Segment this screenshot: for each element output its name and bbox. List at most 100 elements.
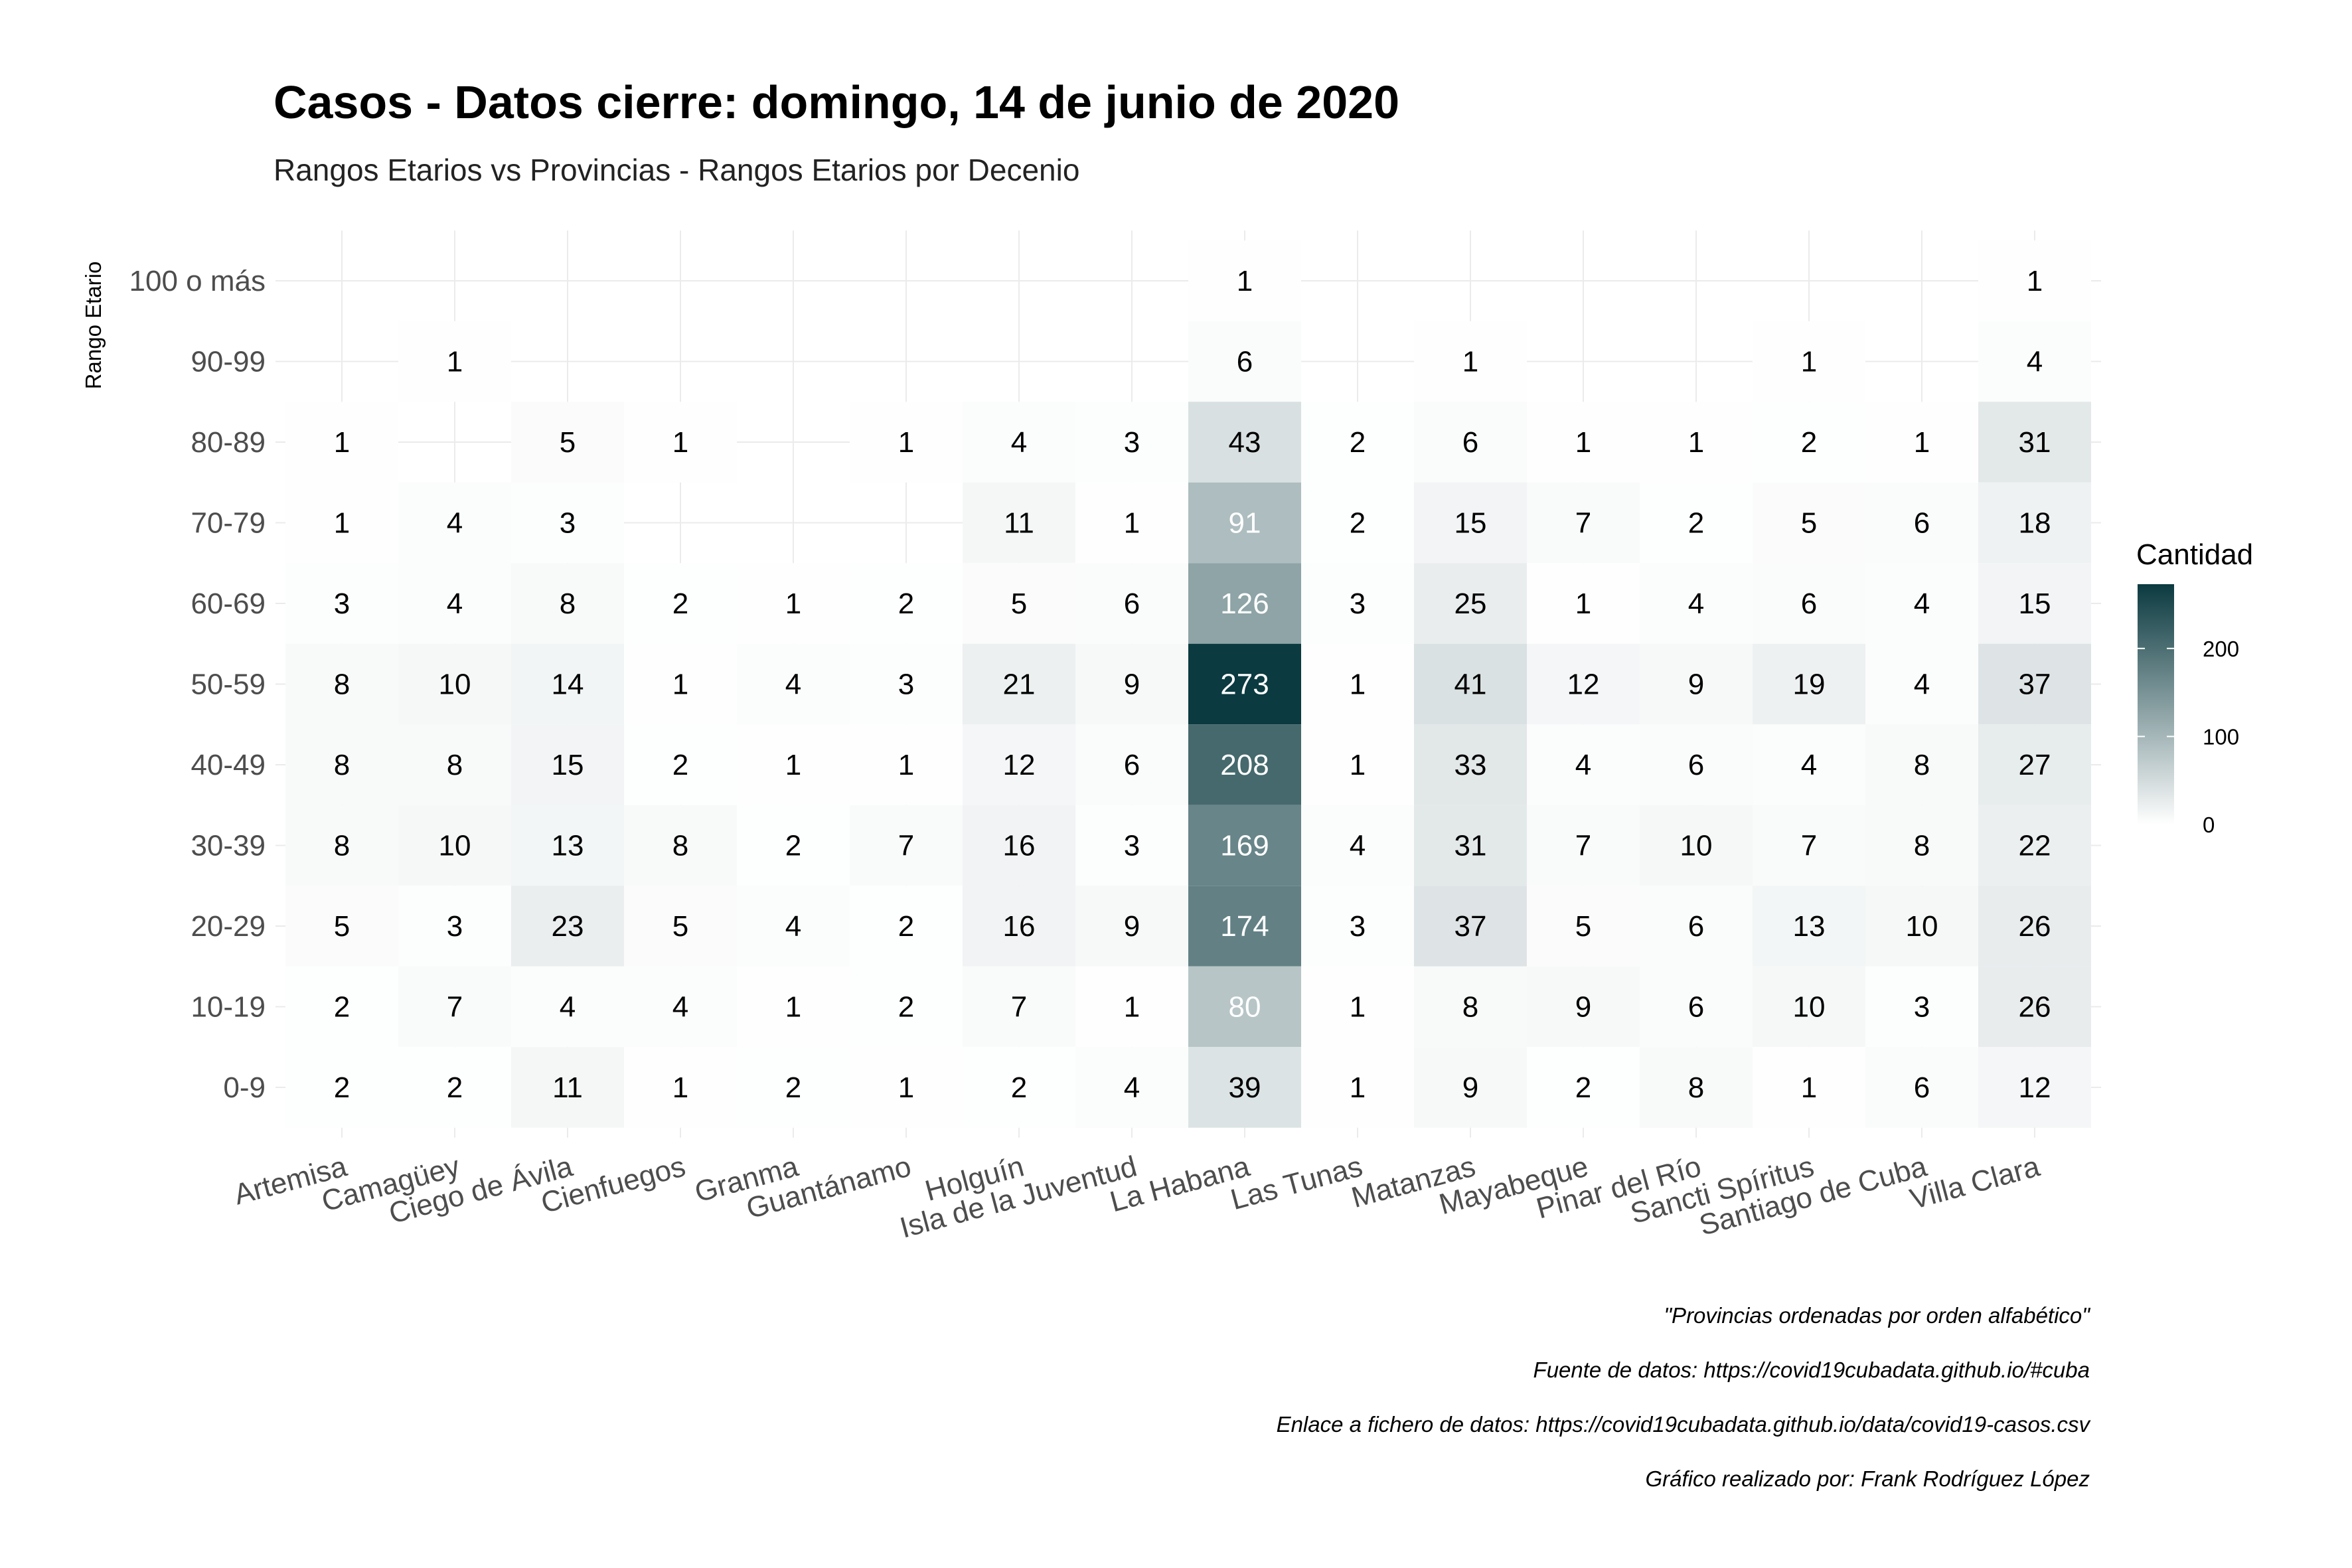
cell-value-label: 273 bbox=[1220, 668, 1269, 701]
heatmap-cell bbox=[1978, 240, 2091, 321]
cell-value-label: 7 bbox=[1575, 830, 1591, 862]
heatmap-cell bbox=[1865, 724, 1978, 805]
heatmap-cell bbox=[963, 724, 1075, 805]
heatmap-cell bbox=[1527, 966, 1640, 1048]
heatmap-cell bbox=[1753, 886, 1865, 967]
cell-value-label: 4 bbox=[2027, 346, 2043, 378]
x-tick-label: Las Tunas bbox=[1227, 1150, 1366, 1216]
heatmap-cell bbox=[1075, 1047, 1188, 1128]
cell-value-label: 1 bbox=[1688, 426, 1704, 459]
heatmap-cell bbox=[511, 886, 624, 967]
cell-value-label: 2 bbox=[334, 991, 350, 1024]
heatmap-cell bbox=[285, 402, 398, 483]
cell-value-label: 8 bbox=[447, 749, 463, 781]
heatmap-cell bbox=[624, 643, 737, 725]
heatmap-cell bbox=[963, 643, 1075, 725]
heatmap-cell bbox=[624, 886, 737, 967]
heatmap-cell bbox=[1301, 402, 1414, 483]
cell-value-label: 31 bbox=[2019, 426, 2051, 459]
heatmap-cell bbox=[737, 805, 850, 886]
cell-value-label: 27 bbox=[2019, 749, 2051, 781]
cell-value-label: 2 bbox=[1350, 426, 1366, 459]
heatmap-cell bbox=[511, 966, 624, 1048]
cell-value-label: 4 bbox=[560, 991, 576, 1024]
cell-value-label: 37 bbox=[2019, 668, 2051, 701]
cell-value-label: 5 bbox=[334, 910, 350, 943]
heatmap-cell bbox=[285, 1047, 398, 1128]
heatmap-cell bbox=[1075, 805, 1188, 886]
x-tick-label: Villa Clara bbox=[1907, 1150, 2043, 1215]
heatmap-cell bbox=[1640, 563, 1753, 644]
cell-value-label: 6 bbox=[1801, 588, 1817, 620]
heatmap-cell bbox=[285, 805, 398, 886]
cell-value-label: 15 bbox=[1454, 507, 1487, 540]
heatmap-cell bbox=[398, 1047, 511, 1128]
heatmap-cell bbox=[1978, 321, 2091, 402]
caption-source: Fuente de datos: https://covid19cubadata… bbox=[1533, 1358, 2090, 1382]
heatmap-cell bbox=[1414, 321, 1527, 402]
heatmap-cell bbox=[285, 724, 398, 805]
cell-value-label: 9 bbox=[1688, 668, 1704, 701]
heatmap-cell bbox=[1188, 966, 1301, 1048]
heatmap-cell bbox=[850, 805, 963, 886]
heatmap-cell bbox=[1865, 482, 1978, 564]
heatmap-cell bbox=[285, 643, 398, 725]
heatmap-cell bbox=[1865, 563, 1978, 644]
heatmap-cell bbox=[963, 886, 1075, 967]
cell-value-label: 4 bbox=[1914, 588, 1930, 620]
heatmap-cell bbox=[1075, 966, 1188, 1048]
heatmap-cell bbox=[1865, 1047, 1978, 1128]
cell-value-label: 5 bbox=[672, 910, 688, 943]
cell-value-label: 8 bbox=[1462, 991, 1478, 1024]
cell-value-label: 4 bbox=[1350, 830, 1366, 862]
heatmap-cell bbox=[1188, 724, 1301, 805]
heatmap-cell bbox=[1978, 402, 2091, 483]
heatmap-cell bbox=[1978, 724, 2091, 805]
heatmap-cell bbox=[1301, 563, 1414, 644]
heatmap-cell bbox=[963, 805, 1075, 886]
cell-value-label: 8 bbox=[334, 668, 350, 701]
y-tick-label: 50-59 bbox=[191, 668, 266, 701]
heatmap-cell bbox=[963, 966, 1075, 1048]
heatmap-cell bbox=[511, 563, 624, 644]
heatmap-cell bbox=[1978, 805, 2091, 886]
heatmap-cell bbox=[850, 724, 963, 805]
cell-value-label: 2 bbox=[1575, 1071, 1591, 1104]
cell-value-label: 43 bbox=[1229, 426, 1261, 459]
caption-note: "Provincias ordenadas por orden alfabéti… bbox=[1664, 1303, 2090, 1328]
heatmap-cell bbox=[1527, 724, 1640, 805]
heatmap-cell bbox=[1978, 1047, 2091, 1128]
legend-tick-label: 200 bbox=[2203, 637, 2239, 661]
heatmap-cell bbox=[1978, 966, 2091, 1048]
legend-title: Cantidad bbox=[2136, 538, 2253, 571]
heatmap-cells bbox=[285, 240, 2091, 1128]
heatmap-cell bbox=[963, 482, 1075, 564]
cell-value-label: 8 bbox=[334, 830, 350, 862]
heatmap-cell bbox=[737, 1047, 850, 1128]
heatmap-cell bbox=[850, 886, 963, 967]
heatmap-cell bbox=[1978, 886, 2091, 967]
cell-value-label: 2 bbox=[1801, 426, 1817, 459]
cell-value-label: 6 bbox=[1462, 426, 1478, 459]
cell-value-label: 8 bbox=[1688, 1071, 1704, 1104]
cell-value-label: 3 bbox=[1350, 588, 1366, 620]
heatmap-cell bbox=[1527, 643, 1640, 725]
cell-value-label: 1 bbox=[672, 1071, 688, 1104]
cell-value-label: 1 bbox=[447, 346, 463, 378]
caption-author: Gráfico realizado por: Frank Rodríguez L… bbox=[1645, 1466, 2090, 1491]
cell-value-label: 10 bbox=[1906, 910, 1938, 943]
cell-value-label: 6 bbox=[1914, 1071, 1930, 1104]
heatmap-cell bbox=[1865, 966, 1978, 1048]
heatmap-cell bbox=[1414, 563, 1527, 644]
heatmap-cell bbox=[1188, 321, 1301, 402]
cell-value-label: 10 bbox=[1680, 830, 1713, 862]
cell-value-label: 33 bbox=[1454, 749, 1487, 781]
color-legend: Cantidad 0 100 200 bbox=[2136, 538, 2253, 837]
heatmap-cell bbox=[1753, 805, 1865, 886]
cell-value-label: 1 bbox=[898, 1071, 914, 1104]
heatmap-cell bbox=[398, 886, 511, 967]
cell-value-label: 18 bbox=[2019, 507, 2051, 540]
cell-value-label: 15 bbox=[552, 749, 584, 781]
cell-value-label: 13 bbox=[1793, 910, 1826, 943]
y-tick-label: 60-69 bbox=[191, 588, 266, 620]
